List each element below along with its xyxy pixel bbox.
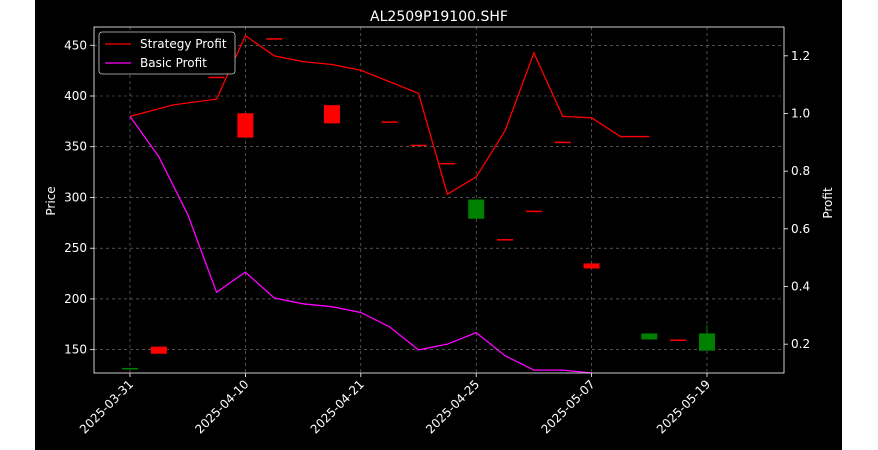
candle-down bbox=[381, 121, 398, 123]
x-tick-label: 2025-04-21 bbox=[308, 377, 367, 436]
y-left-tick-label: 300 bbox=[64, 190, 87, 204]
candle-up bbox=[468, 199, 485, 219]
legend-label-basic: Basic Profit bbox=[140, 56, 207, 70]
y-right-tick-label: 1.0 bbox=[791, 107, 810, 121]
x-tick-label: 2025-04-10 bbox=[192, 377, 251, 436]
candle-down bbox=[583, 263, 600, 269]
candle-down bbox=[670, 339, 687, 342]
candle-down bbox=[554, 141, 571, 144]
x-tick-label: 2025-04-25 bbox=[423, 377, 482, 436]
candle-up bbox=[699, 333, 715, 351]
candle-down bbox=[208, 76, 225, 79]
candle-up bbox=[641, 333, 658, 340]
y-left-tick-label: 250 bbox=[64, 241, 87, 255]
candle-up bbox=[122, 367, 138, 370]
y-left-tick-label: 400 bbox=[64, 89, 87, 103]
candle-down bbox=[237, 113, 254, 138]
y-right-tick-label: 1.2 bbox=[791, 49, 810, 63]
candle-down bbox=[266, 38, 283, 40]
y-right-tick-label: 0.2 bbox=[791, 337, 810, 351]
x-tick-label: 2025-05-19 bbox=[654, 377, 713, 436]
candle-down bbox=[497, 239, 514, 241]
candle-down bbox=[323, 105, 340, 124]
y-left-tick-label: 350 bbox=[64, 140, 87, 154]
plot-frame bbox=[93, 26, 785, 374]
strategy-profit-line bbox=[129, 34, 650, 196]
candle-down bbox=[410, 144, 427, 147]
x-tick-label: 2025-03-31 bbox=[77, 377, 136, 436]
y-right-tick-label: 0.6 bbox=[791, 222, 810, 236]
basic-profit-line bbox=[129, 116, 592, 374]
y-left-tick-label: 200 bbox=[64, 292, 87, 306]
candle-down bbox=[439, 162, 456, 165]
candlestick-profit-chart: 150 200 250 300 350 400 450 0.2 0.4 0.6 0.8 1.0 1.2 2… bbox=[44, 9, 835, 436]
legend: Strategy Profit Basic Profit bbox=[98, 31, 236, 75]
grid-layer bbox=[94, 27, 784, 373]
y-axis-left-label: Price bbox=[44, 186, 58, 215]
y-right-tick-label: 0.4 bbox=[791, 280, 810, 294]
candle-down bbox=[525, 210, 542, 213]
candle-layer bbox=[122, 38, 715, 370]
legend-label-strategy: Strategy Profit bbox=[140, 37, 227, 51]
y-axis-right-label: Profit bbox=[821, 187, 835, 219]
legend-box bbox=[98, 31, 236, 75]
y-left-tick-label: 150 bbox=[64, 343, 87, 357]
candle-down bbox=[150, 346, 167, 354]
y-right-tick-label: 0.8 bbox=[791, 164, 810, 178]
profit-lines bbox=[129, 34, 650, 374]
y-left-tick-label: 450 bbox=[64, 38, 87, 52]
x-tick-label: 2025-05-07 bbox=[539, 377, 598, 436]
axes-layer: 150 200 250 300 350 400 450 0.2 0.4 0.6 0.8 1.0 1.2 2… bbox=[64, 26, 810, 436]
chart-figure: 150 200 250 300 350 400 450 0.2 0.4 0.6 0.8 1.0 1.2 2… bbox=[35, 0, 842, 450]
chart-title: AL2509P19100.SHF bbox=[370, 9, 508, 25]
